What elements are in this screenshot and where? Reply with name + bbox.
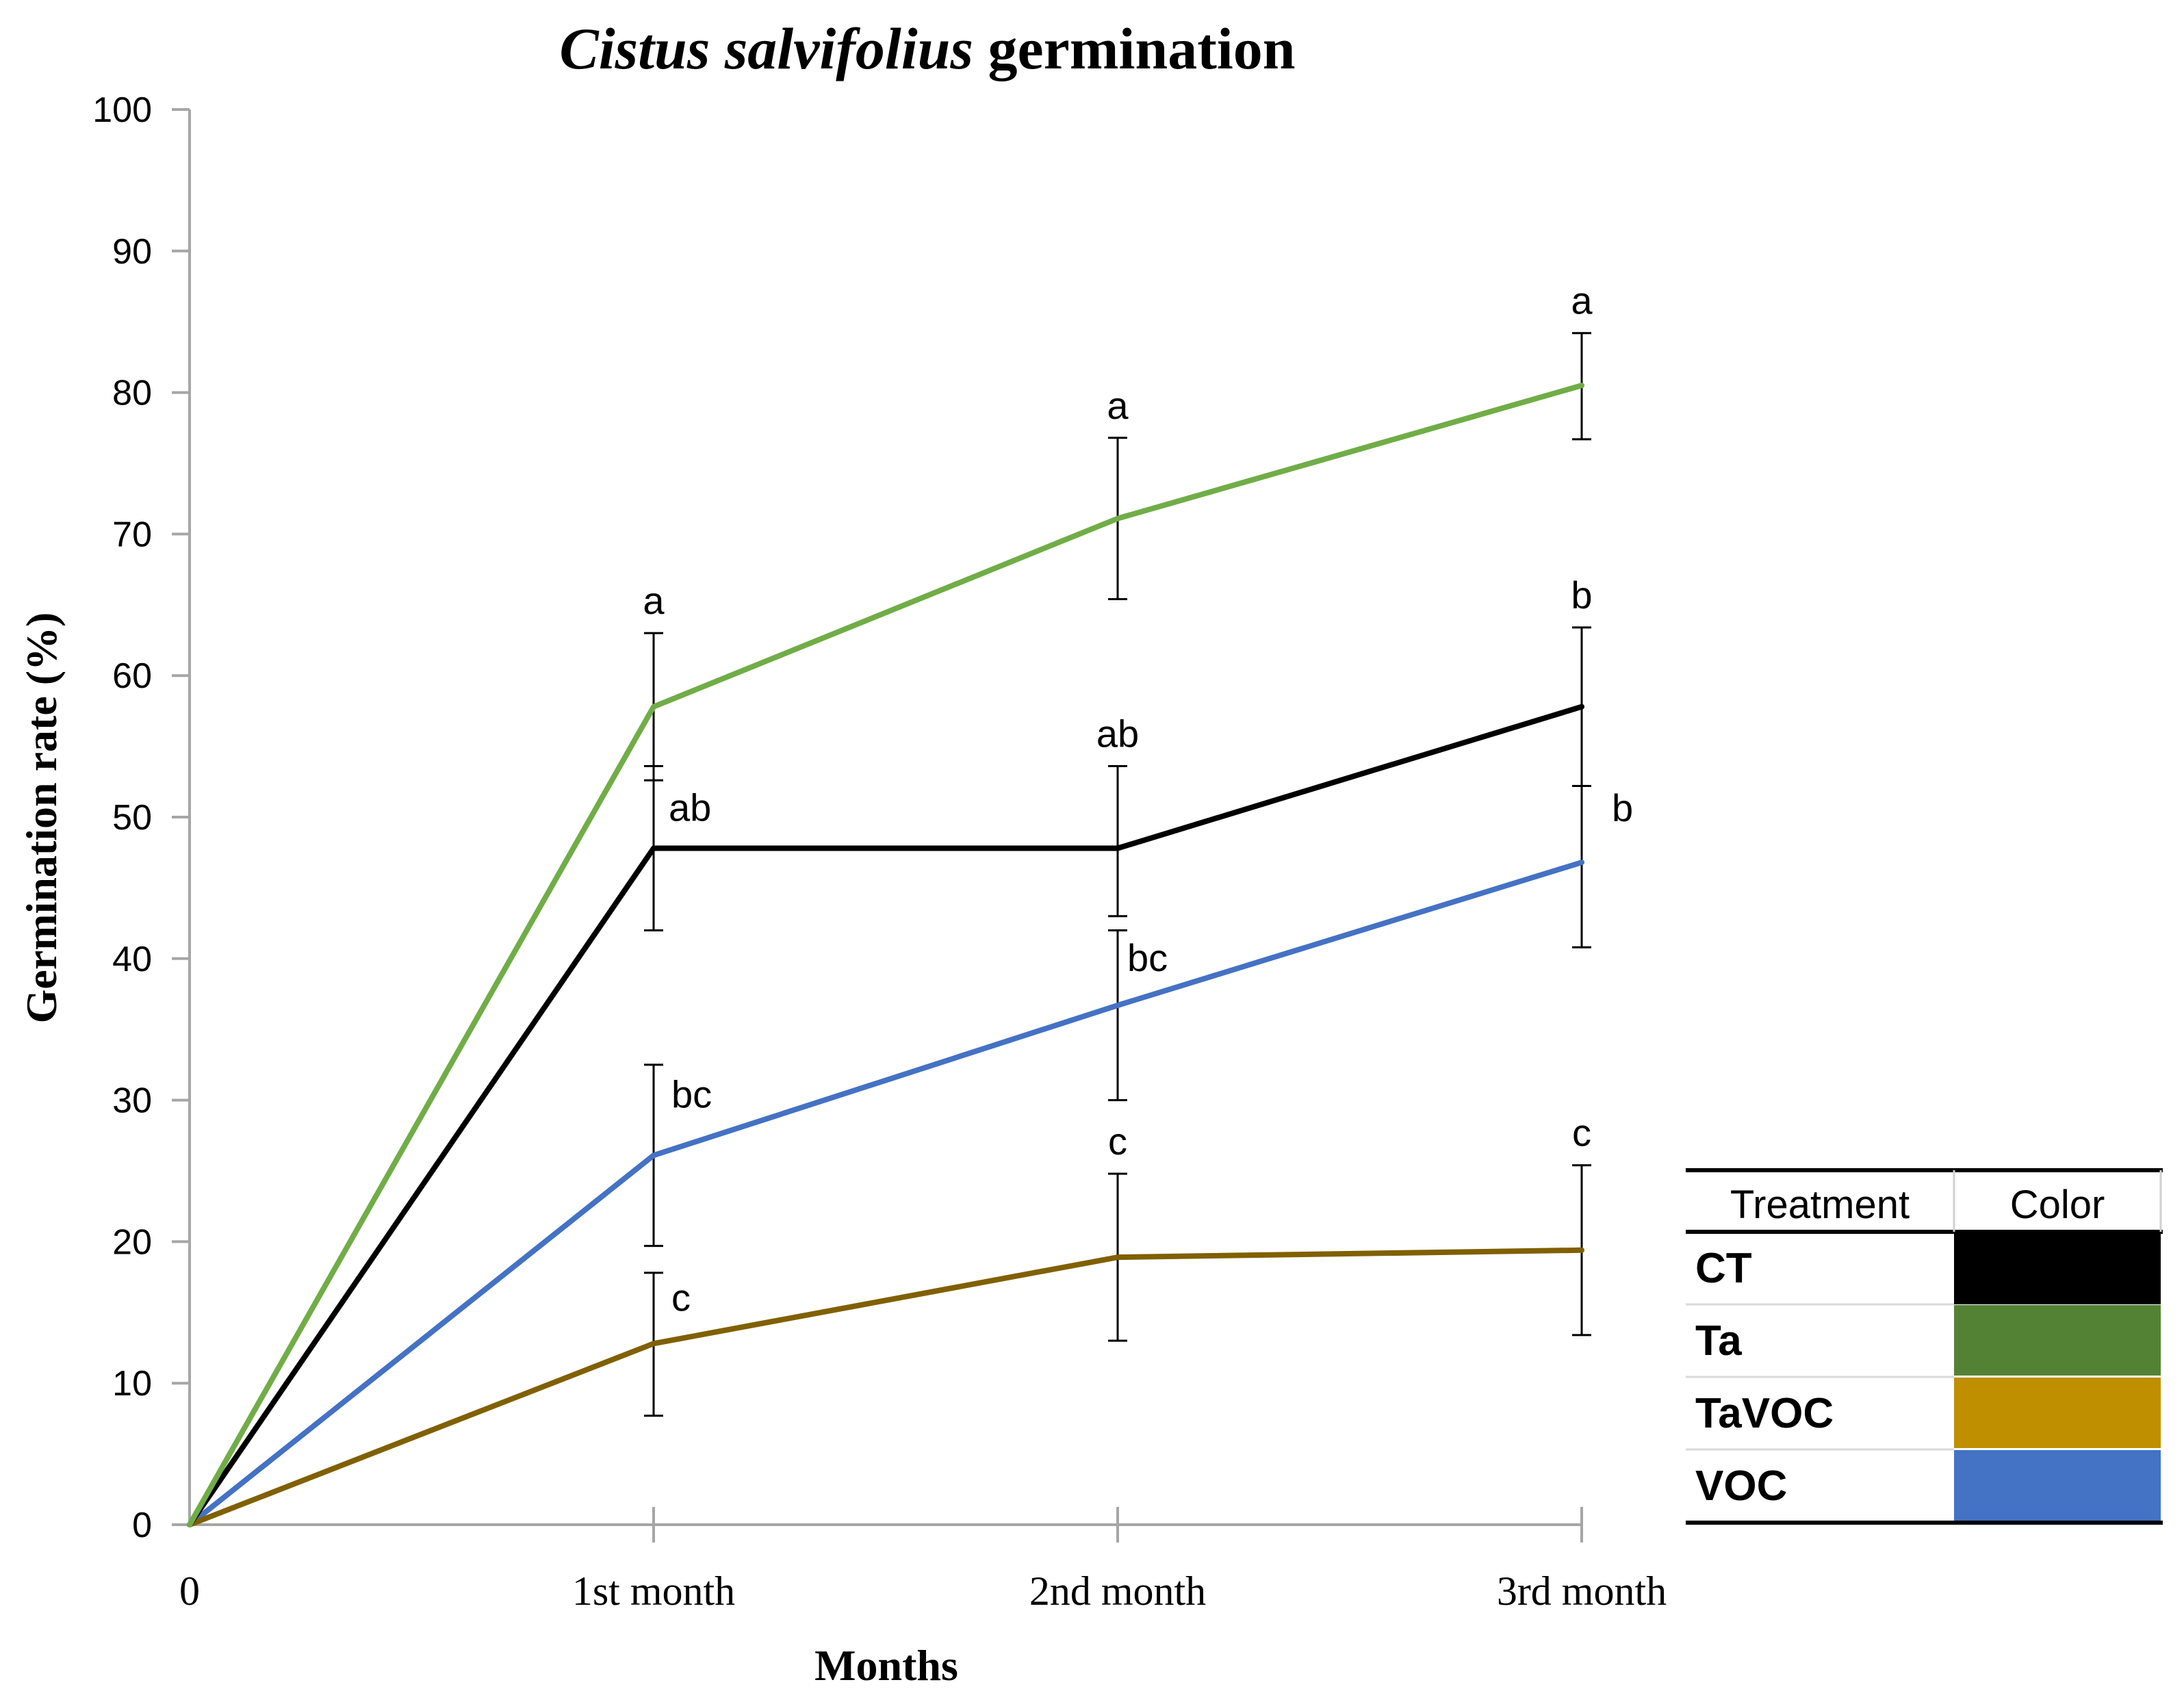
significance-label: a <box>1571 279 1593 322</box>
significance-label: ab <box>1096 712 1139 756</box>
y-ticks: 0 10 20 30 40 50 60 70 80 90 100 <box>92 90 190 1545</box>
series-lines <box>187 383 1584 1527</box>
legend-table: Treatment Color CT Ta TaVOC VOC <box>1686 1168 2163 1525</box>
x-tick-label: 2nd month <box>1029 1569 1206 1614</box>
y-tick-label: 20 <box>112 1222 152 1262</box>
y-tick-label: 40 <box>112 940 152 979</box>
x-tick-label: 3rd month <box>1497 1569 1667 1614</box>
legend-swatch-ct <box>1954 1234 2161 1304</box>
y-tick-label: 50 <box>112 798 152 838</box>
x-axis-label: Months <box>814 1641 958 1690</box>
point-labels: ab ab b a a a c c c bc bc b <box>643 279 1633 1319</box>
significance-label: c <box>671 1276 691 1319</box>
significance-label: a <box>643 579 665 622</box>
y-tick-label: 90 <box>112 232 152 272</box>
y-tick-label: 10 <box>112 1364 152 1404</box>
series-line-ta <box>187 383 1584 1527</box>
y-axis-label: Germination rate (%) <box>17 612 66 1024</box>
y-tick-label: 70 <box>112 515 152 554</box>
significance-label: a <box>1107 384 1129 427</box>
significance-label: c <box>1108 1120 1127 1163</box>
legend-label-tavoc: TaVOC <box>1695 1390 1834 1437</box>
legend-header-treatment: Treatment <box>1730 1183 1910 1227</box>
y-tick-label: 80 <box>112 374 152 413</box>
series-line-voc <box>187 860 1584 1527</box>
legend-label-ct: CT <box>1695 1245 1752 1292</box>
y-tick-label: 0 <box>132 1506 152 1545</box>
significance-label: b <box>1612 786 1633 829</box>
significance-label: ab <box>669 786 711 829</box>
legend-label-ta: Ta <box>1695 1317 1742 1365</box>
legend-header-color: Color <box>2010 1183 2105 1227</box>
x-tick-label: 0 <box>179 1569 200 1614</box>
significance-label: b <box>1571 573 1592 617</box>
significance-label: bc <box>1127 936 1168 979</box>
y-tick-label: 100 <box>92 90 152 130</box>
significance-label: bc <box>671 1072 712 1115</box>
legend-swatch-ta <box>1954 1305 2161 1376</box>
chart-title-rest: germination <box>973 16 1296 81</box>
chart-title-italic: Cistus salvifolius <box>559 16 973 81</box>
legend-swatch-tavoc <box>1954 1378 2161 1448</box>
series-line-ct <box>187 703 1584 1527</box>
y-tick-label: 60 <box>112 656 152 696</box>
x-tick-label: 1st month <box>572 1569 735 1614</box>
legend-label-voc: VOC <box>1695 1462 1787 1510</box>
y-tick-label: 30 <box>112 1081 152 1121</box>
series-line-tavoc <box>187 1247 1584 1527</box>
x-ticks: 0 1st month 2nd month 3rd month <box>179 1507 1667 1614</box>
significance-label: c <box>1572 1111 1591 1154</box>
chart-title: Cistus salvifolius germination <box>559 16 1295 81</box>
legend-swatch-voc <box>1954 1450 2161 1521</box>
legend-rows: CT Ta TaVOC VOC <box>1686 1234 2161 1521</box>
